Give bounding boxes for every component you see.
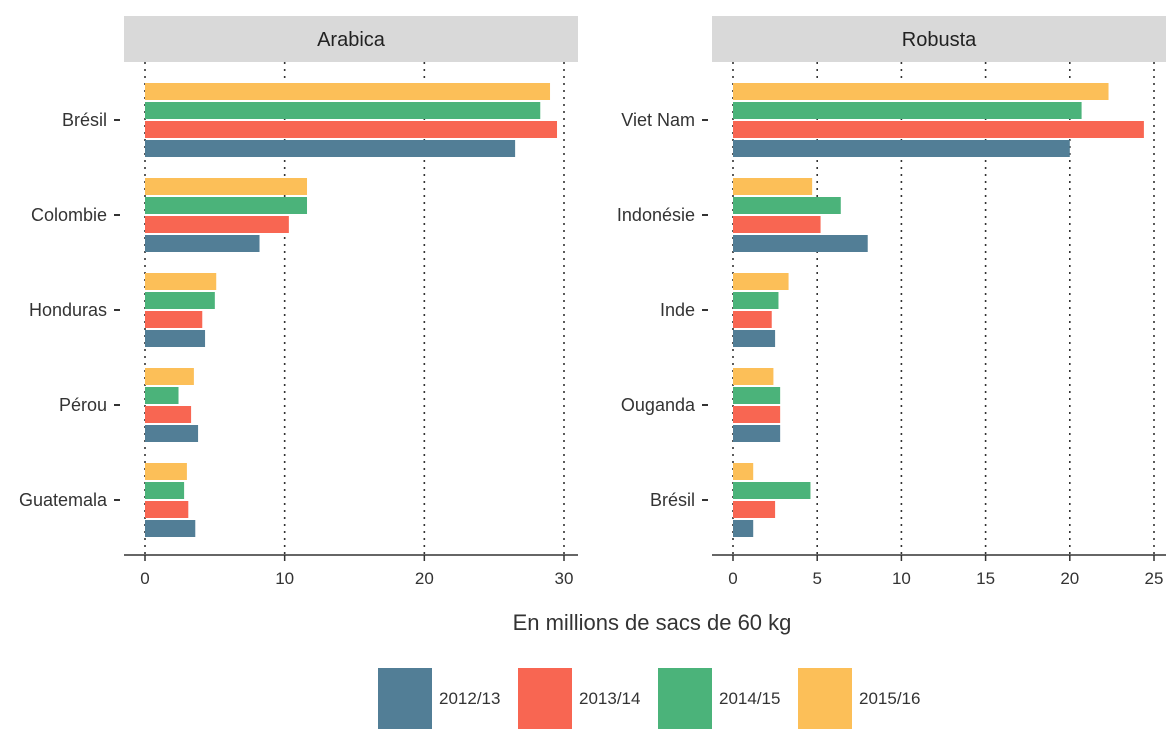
bar-2012-13: [733, 140, 1070, 157]
bar-2013-14: [733, 311, 772, 328]
x-tick-label: 20: [415, 569, 434, 588]
category-label: Viet Nam: [621, 110, 695, 130]
panels: Arabica 0 10 20 30 Brésil Colombie Honduras Péro…: [19, 16, 1166, 588]
bar-2012-13: [733, 330, 776, 347]
x-tick-label: 0: [728, 569, 737, 588]
bar-2014-15: [733, 197, 841, 214]
bar-2015-16: [733, 83, 1109, 100]
bar-2014-15: [733, 292, 779, 309]
bar-2013-14: [733, 501, 776, 518]
bar-2012-13: [145, 330, 206, 347]
panel-strip: [124, 16, 578, 62]
bar-2014-15: [145, 292, 215, 309]
panel-title: Arabica: [317, 29, 386, 51]
category-label: Brésil: [650, 490, 695, 510]
category-label: Inde: [660, 300, 695, 320]
category-label: Colombie: [31, 205, 107, 225]
legend-key: [378, 668, 432, 729]
bar-2015-16: [733, 463, 754, 480]
bar-2015-16: [145, 83, 551, 100]
x-tick-label: 15: [976, 569, 995, 588]
bar-2015-16: [145, 273, 217, 290]
bar-2013-14: [733, 121, 1144, 138]
bar-2014-15: [733, 482, 811, 499]
legend-label: 2012/13: [439, 689, 500, 708]
x-tick-label: 5: [812, 569, 821, 588]
bar-2012-13: [733, 520, 754, 537]
category-label: Honduras: [29, 300, 107, 320]
bar-2014-15: [733, 387, 781, 404]
legend: 2012/13 2013/14 2014/15 2015/16: [378, 668, 920, 729]
x-tick-label: 10: [892, 569, 911, 588]
bar-2015-16: [733, 178, 813, 195]
bar-2014-15: [145, 387, 179, 404]
panel-title: Robusta: [902, 29, 977, 51]
panel-strip: [712, 16, 1166, 62]
legend-key: [518, 668, 572, 729]
bar-2014-15: [145, 482, 185, 499]
bar-2012-13: [145, 520, 196, 537]
legend-label: 2014/15: [719, 689, 780, 708]
x-tick-label: 10: [275, 569, 294, 588]
x-tick-label: 30: [555, 569, 574, 588]
bar-2015-16: [145, 368, 194, 385]
category-label: Indonésie: [617, 205, 695, 225]
bar-2014-15: [733, 102, 1082, 119]
category-label: Guatemala: [19, 490, 108, 510]
category-label: Pérou: [59, 395, 107, 415]
bar-2013-14: [145, 311, 203, 328]
legend-key: [798, 668, 852, 729]
x-axis-title: En millions de sacs de 60 kg: [513, 610, 792, 635]
legend-label: 2013/14: [579, 689, 640, 708]
bar-2012-13: [145, 425, 199, 442]
panel-arabica: Arabica 0 10 20 30 Brésil Colombie Honduras Péro…: [19, 16, 578, 588]
bar-2015-16: [733, 368, 774, 385]
bar-2014-15: [145, 197, 308, 214]
bar-2012-13: [733, 235, 868, 252]
bar-2012-13: [733, 425, 781, 442]
bar-2015-16: [145, 463, 187, 480]
legend-key: [658, 668, 712, 729]
bar-2015-16: [145, 178, 308, 195]
x-tick-label: 25: [1145, 569, 1164, 588]
x-tick-label: 0: [140, 569, 149, 588]
bar-2013-14: [145, 501, 189, 518]
legend-label: 2015/16: [859, 689, 920, 708]
bar-2013-14: [145, 406, 192, 423]
bar-2015-16: [733, 273, 789, 290]
bar-2012-13: [145, 235, 260, 252]
bar-2013-14: [733, 216, 821, 233]
bar-2014-15: [145, 102, 541, 119]
bar-2012-13: [145, 140, 516, 157]
panel-robusta: Robusta 0 5 10 15 20 25 Viet Nam Indonésie Inde Ou…: [617, 16, 1166, 588]
x-tick-label: 20: [1060, 569, 1079, 588]
bar-2013-14: [733, 406, 781, 423]
category-label: Brésil: [62, 110, 107, 130]
bar-2013-14: [145, 121, 558, 138]
category-label: Ouganda: [621, 395, 696, 415]
bar-2013-14: [145, 216, 289, 233]
